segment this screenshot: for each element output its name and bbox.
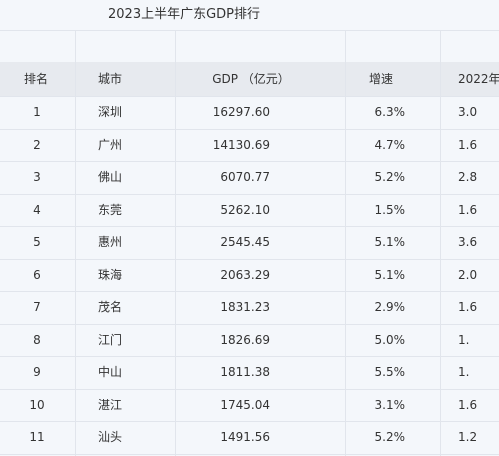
grid-line	[0, 421, 499, 422]
table-cell: 茂名	[98, 300, 123, 314]
table-cell: 1.6	[458, 137, 478, 152]
table-cell: 1811.38	[220, 365, 270, 379]
table-cell: 2.0	[458, 267, 478, 282]
table-cell: 3.1%	[374, 397, 406, 412]
table-cell: 2.8	[458, 170, 478, 184]
table-cell: 1.6	[458, 397, 478, 412]
grid-line	[175, 30, 176, 456]
grid-line	[0, 96, 499, 97]
table-cell: 1831.23	[220, 300, 270, 314]
grid-line	[0, 324, 499, 325]
table-cell: 1	[33, 105, 41, 119]
table-cell: 1745.04	[220, 397, 270, 412]
grid-line	[0, 356, 499, 357]
grid-line	[0, 194, 499, 195]
table-cell: 2.9%	[374, 300, 406, 314]
grid-line	[0, 454, 499, 455]
table-cell: 1.	[458, 332, 470, 347]
table-cell: 9	[33, 365, 41, 379]
table-cell: 2	[33, 137, 41, 152]
header-cell: 城市	[98, 72, 123, 86]
table-cell: 5	[33, 235, 41, 249]
table-cell: 8	[33, 332, 41, 347]
table-cell: 14130.69	[212, 137, 270, 152]
table-cell: 江门	[98, 332, 123, 347]
table-cell: 2063.29	[220, 267, 270, 282]
grid-line	[0, 291, 499, 292]
grid-line	[0, 30, 499, 31]
table-cell: 6070.77	[220, 170, 270, 184]
table-cell: 4.7%	[374, 137, 406, 152]
table-cell: 东莞	[98, 202, 123, 217]
table-cell: 5.2%	[374, 170, 406, 184]
table-cell: 汕头	[98, 430, 123, 444]
header-row	[0, 62, 499, 96]
table-cell: 5.5%	[374, 365, 406, 379]
grid-line	[0, 259, 499, 260]
grid-line	[75, 30, 76, 456]
grid-line	[440, 30, 441, 456]
header-cell: 排名	[24, 72, 49, 86]
table-cell: 1.	[458, 365, 470, 379]
table-cell: 珠海	[98, 267, 123, 282]
table-cell: 16297.60	[212, 105, 270, 119]
header-cell: 增速	[368, 72, 393, 86]
grid-line	[0, 226, 499, 227]
table-cell: 1.5%	[374, 202, 406, 217]
table-cell: 1826.69	[220, 332, 270, 347]
table-cell: 3	[33, 170, 41, 184]
table-cell: 2545.45	[220, 235, 270, 249]
header-cell: 2022年	[458, 72, 499, 86]
table-cell: 中山	[98, 365, 123, 379]
table-cell: 10	[29, 397, 45, 412]
grid-line	[0, 161, 499, 162]
table-cell: 1.6	[458, 300, 478, 314]
table-cell: 11	[29, 430, 45, 444]
sheet-title: 2023上半年广东GDP排行	[108, 7, 261, 22]
table-cell: 佛山	[98, 170, 123, 184]
header-cell: GDP （亿元）	[212, 72, 290, 86]
table-cell: 6.3%	[374, 105, 406, 119]
table-cell: 1.2	[458, 430, 478, 444]
table-cell: 广州	[98, 137, 123, 152]
table-cell: 4	[33, 202, 41, 217]
table-cell: 深圳	[98, 105, 123, 119]
table-cell: 5262.10	[220, 202, 270, 217]
table-cell: 7	[33, 300, 41, 314]
table-cell: 湛江	[98, 397, 123, 412]
table-cell: 3.0	[458, 105, 478, 119]
grid-line	[0, 389, 499, 390]
grid-line	[0, 129, 499, 130]
table-cell: 1491.56	[220, 430, 270, 444]
table-cell: 5.1%	[374, 267, 406, 282]
table-cell: 3.6	[458, 235, 478, 249]
grid-line	[345, 30, 346, 456]
table-cell: 6	[33, 267, 41, 282]
table-cell: 5.2%	[374, 430, 406, 444]
table-cell: 1.6	[458, 202, 478, 217]
table-cell: 5.1%	[374, 235, 406, 249]
table-cell: 5.0%	[374, 332, 406, 347]
table-cell: 惠州	[98, 235, 123, 249]
